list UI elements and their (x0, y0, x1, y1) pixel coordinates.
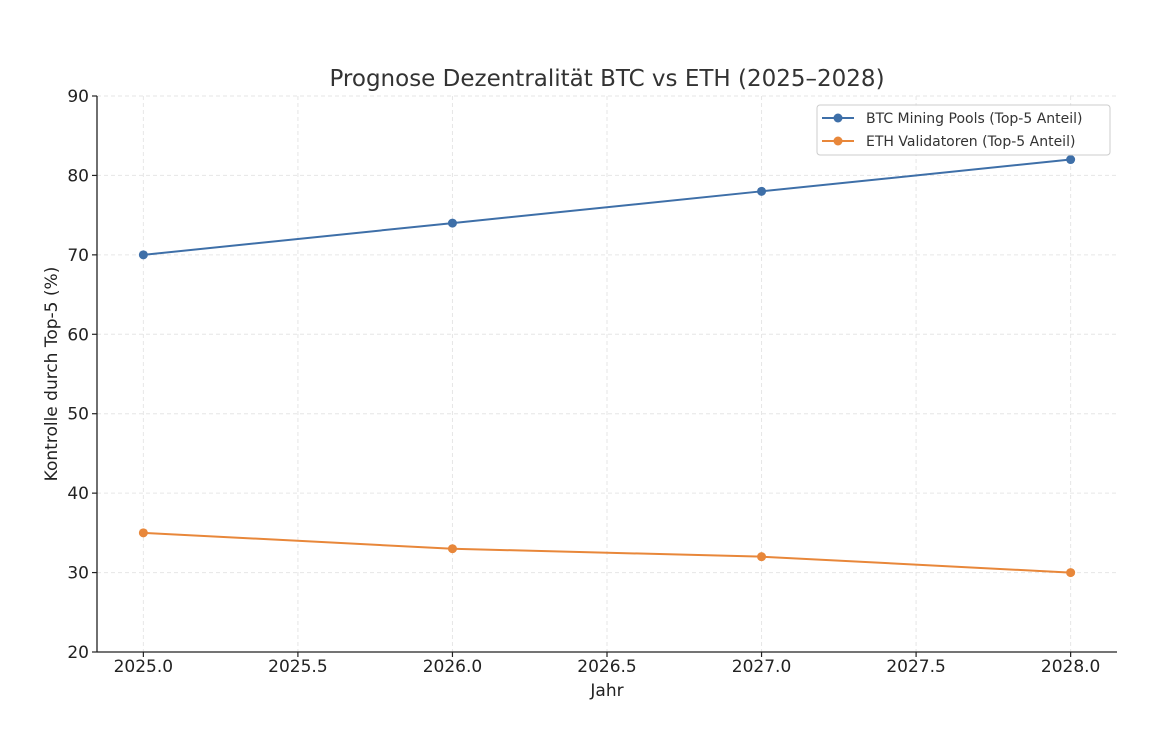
legend-item: BTC Mining Pools (Top-5 Anteil) (822, 111, 1083, 127)
series-1 (138, 528, 1076, 578)
x-tick-label: 2026.0 (423, 657, 482, 677)
data-point (138, 528, 148, 538)
legend-marker (833, 113, 843, 123)
legend-label: ETH Validatoren (Top-5 Anteil) (866, 134, 1075, 150)
y-tick-label: 80 (67, 166, 89, 186)
x-axis-label: Jahr (589, 681, 623, 701)
data-point (447, 218, 457, 228)
grid-layer (97, 95, 1117, 653)
x-tick-label: 2025.5 (268, 657, 327, 677)
x-tick-label: 2025.0 (114, 657, 173, 677)
y-tick-label: 30 (67, 564, 89, 584)
series-line (143, 531, 1071, 574)
y-tick-label: 40 (67, 484, 89, 504)
series-line (143, 158, 1071, 256)
data-point (757, 186, 767, 196)
axis-layer: 20 30 40 50 60 70 80 90 2025.0 2025.5 2026.0 2026.5… (67, 87, 1117, 677)
y-tick-label: 70 (67, 246, 89, 266)
series-0 (138, 155, 1076, 260)
x-tick-label: 2027.0 (732, 657, 791, 677)
chart-title: Prognose Dezentralität BTC vs ETH (2025–… (329, 66, 884, 92)
legend: BTC Mining Pools (Top-5 Anteil) ETH Valid… (816, 104, 1111, 156)
y-tick-label: 50 (67, 405, 89, 425)
data-point (1066, 568, 1076, 578)
series-layer (138, 155, 1076, 578)
y-tick-label: 60 (67, 325, 89, 345)
legend-label: BTC Mining Pools (Top-5 Anteil) (866, 111, 1083, 127)
data-point (447, 544, 457, 554)
legend-box (816, 104, 1111, 156)
data-point (1066, 155, 1076, 165)
x-tick-label: 2028.0 (1041, 657, 1100, 677)
y-tick-label: 20 (67, 643, 89, 663)
y-tick-label: 90 (67, 87, 89, 107)
legend-item: ETH Validatoren (Top-5 Anteil) (822, 134, 1075, 150)
x-tick-label: 2026.5 (577, 657, 636, 677)
y-axis-label: Kontrolle durch Top-5 (%) (42, 267, 62, 482)
data-point (757, 552, 767, 562)
data-point (138, 250, 148, 260)
legend-marker (833, 136, 843, 146)
x-tick-label: 2027.5 (886, 657, 945, 677)
